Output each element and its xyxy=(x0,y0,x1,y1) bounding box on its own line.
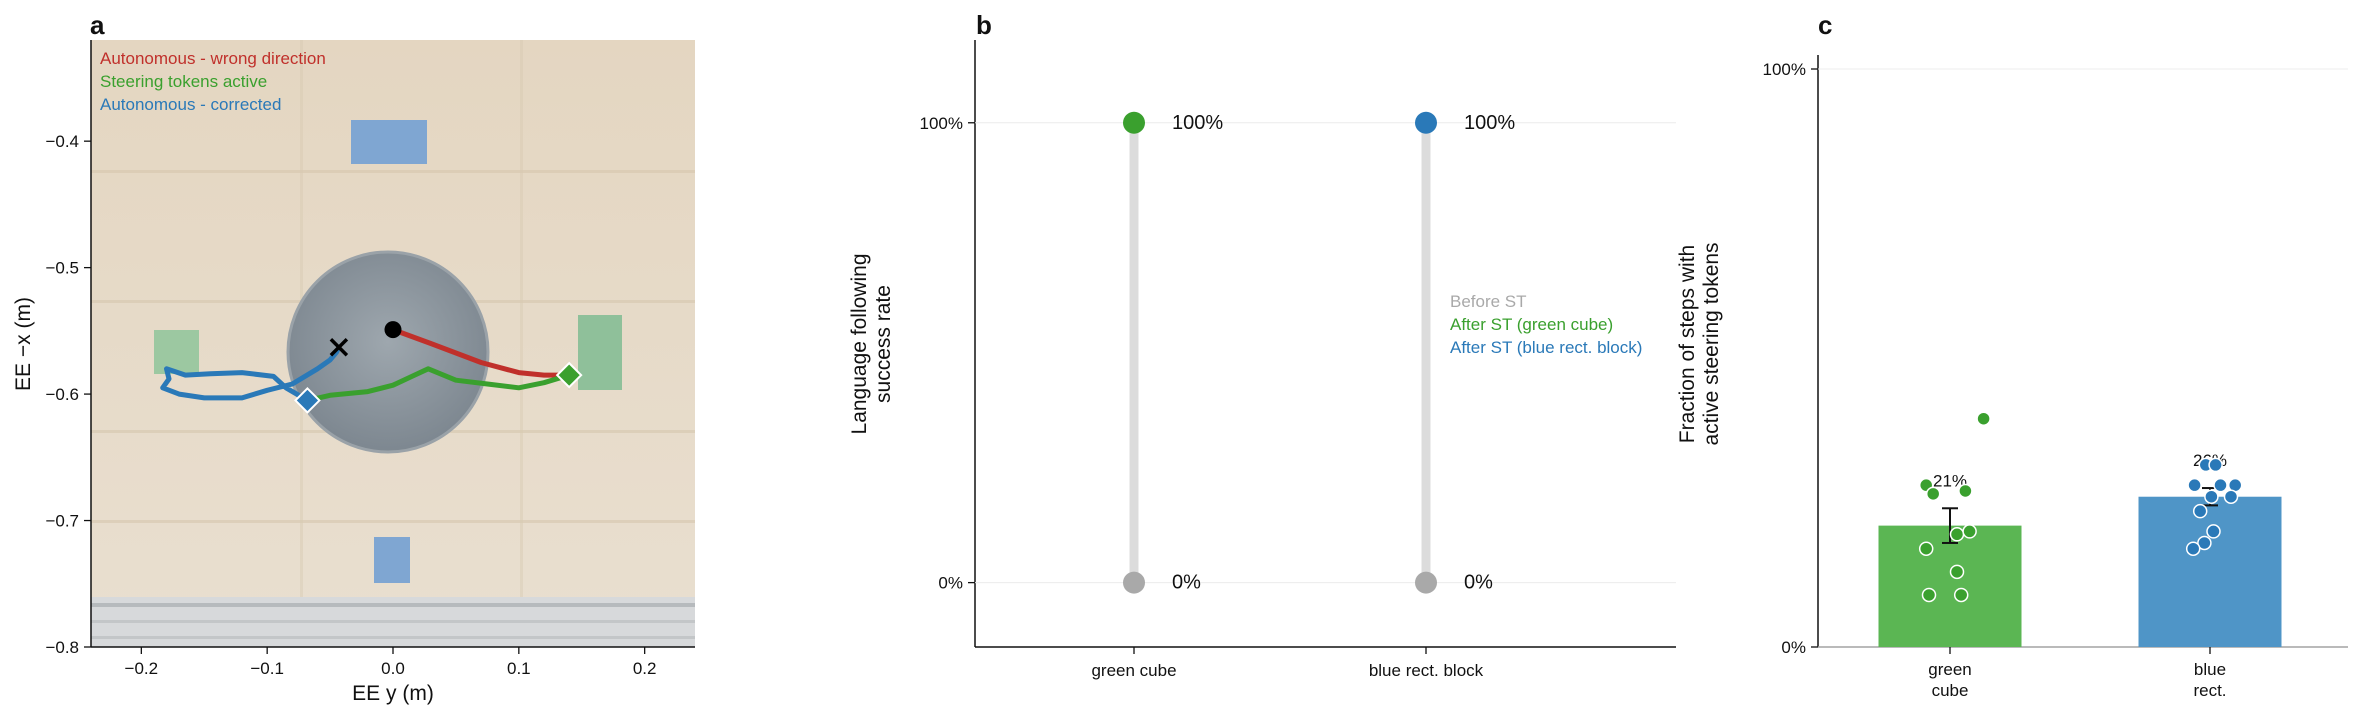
panel-a-trajectory-plot: −0.2 −0.1 0.0 0.1 0.2 −0.4 −0.5 −0.6 −0.7 −0.8 Au… xyxy=(12,40,695,705)
y-tick-label-a: −0.6 xyxy=(45,385,79,404)
data-point-dot xyxy=(2223,489,2239,504)
data-point-dot xyxy=(1953,587,1969,603)
data-point-dot xyxy=(2192,503,2208,519)
y-axis-label-a: EE −x (m) xyxy=(12,297,35,391)
legend-b-after-blue: After ST (blue rect. block) xyxy=(1450,338,1642,357)
bar xyxy=(1878,525,2022,647)
x-tick-label-c: green cube xyxy=(1928,660,1971,700)
legend-b-after-green: After ST (green cube) xyxy=(1450,315,1613,334)
data-point-dot xyxy=(2204,489,2219,504)
legend-a-steering-active: Steering tokens active xyxy=(100,72,267,91)
gray-bowl xyxy=(286,250,490,454)
error-bar xyxy=(1942,507,1958,544)
y-tick-label-a: −0.5 xyxy=(45,259,79,278)
green-cube xyxy=(154,330,199,374)
y-tick-label-a: −0.4 xyxy=(45,132,79,151)
data-point-dot xyxy=(2208,457,2223,473)
y-tick-label-c: 0% xyxy=(1781,638,1806,657)
data-point-dot xyxy=(1921,587,1937,603)
y-tick-label-b: 100% xyxy=(920,114,963,133)
panel-label-b: b xyxy=(976,10,992,40)
blue-block-bottom xyxy=(374,537,410,583)
data-point-dot xyxy=(1925,486,1941,502)
x-tick-label-b: green cube xyxy=(1091,661,1176,680)
y-tick-label-a: −0.7 xyxy=(45,512,79,531)
x-tick-label-c: blue rect. xyxy=(2193,660,2226,700)
x-tick-label-a: −0.1 xyxy=(250,659,284,678)
start-point-marker xyxy=(384,321,402,339)
y-tick-label-b: 0% xyxy=(938,574,963,593)
y-axis-label-c: Fraction of steps withactive steering to… xyxy=(1676,242,1723,445)
panel-label-a: a xyxy=(90,10,105,40)
data-point-dot xyxy=(1962,524,1977,539)
point-before-st xyxy=(1123,571,1145,594)
data-point-dot xyxy=(2197,535,2212,551)
data-point-dot xyxy=(1976,411,1991,426)
legend-b-before: Before ST xyxy=(1450,292,1527,311)
end-marker-diamond-blue xyxy=(294,386,321,414)
data-label-bar: 21% xyxy=(1933,471,1967,490)
x-tick-label-a: 0.0 xyxy=(381,659,405,678)
x-axis-label-a: EE y (m) xyxy=(352,682,434,705)
green-rect-block xyxy=(578,315,622,390)
data-point-dot xyxy=(1958,483,1973,499)
trajectory-line-green xyxy=(304,366,572,403)
data-label-after-st: 100% xyxy=(1172,112,1223,134)
data-label-before-st: 0% xyxy=(1172,572,1201,594)
data-label-before-st: 0% xyxy=(1464,572,1493,594)
x-tick-label-a: 0.1 xyxy=(507,659,531,678)
data-point-dot xyxy=(2187,477,2202,493)
point-before-st xyxy=(1415,571,1437,594)
bar xyxy=(2138,496,2282,647)
x-tick-label-a: −0.2 xyxy=(125,659,159,678)
trajectory-line-blue xyxy=(160,344,342,403)
panel-label-c: c xyxy=(1818,10,1832,40)
legend-a-wrong-direction: Autonomous - wrong direction xyxy=(100,49,326,68)
panel-b-success-rate: 0% 100% green cube blue rect. block 0% 100% 0… xyxy=(848,40,1676,680)
point-after-st xyxy=(1123,111,1145,134)
data-label-after-st: 100% xyxy=(1464,112,1515,134)
point-after-st xyxy=(1415,111,1437,134)
x-marker xyxy=(329,338,349,357)
y-axis-label-b: Language followingsuccess rate xyxy=(848,254,895,435)
data-point-dot xyxy=(2206,524,2221,539)
blue-block-top xyxy=(351,120,427,164)
data-point-dot xyxy=(1918,541,1934,556)
legend-a-corrected: Autonomous - corrected xyxy=(100,95,281,114)
end-marker-diamond-green xyxy=(555,361,583,389)
x-tick-label-b: blue rect. block xyxy=(1369,661,1484,680)
y-tick-label-a: −0.8 xyxy=(45,638,79,657)
data-point-dot xyxy=(2185,541,2201,556)
data-point-dot xyxy=(1949,564,1965,580)
x-tick-label-a: 0.2 xyxy=(633,659,657,678)
data-point-dot xyxy=(1949,527,1965,542)
trajectory-line-red xyxy=(390,327,572,378)
data-point-dot xyxy=(2213,477,2228,493)
y-tick-label-c: 100% xyxy=(1763,60,1806,79)
workspace-photo xyxy=(91,40,695,647)
